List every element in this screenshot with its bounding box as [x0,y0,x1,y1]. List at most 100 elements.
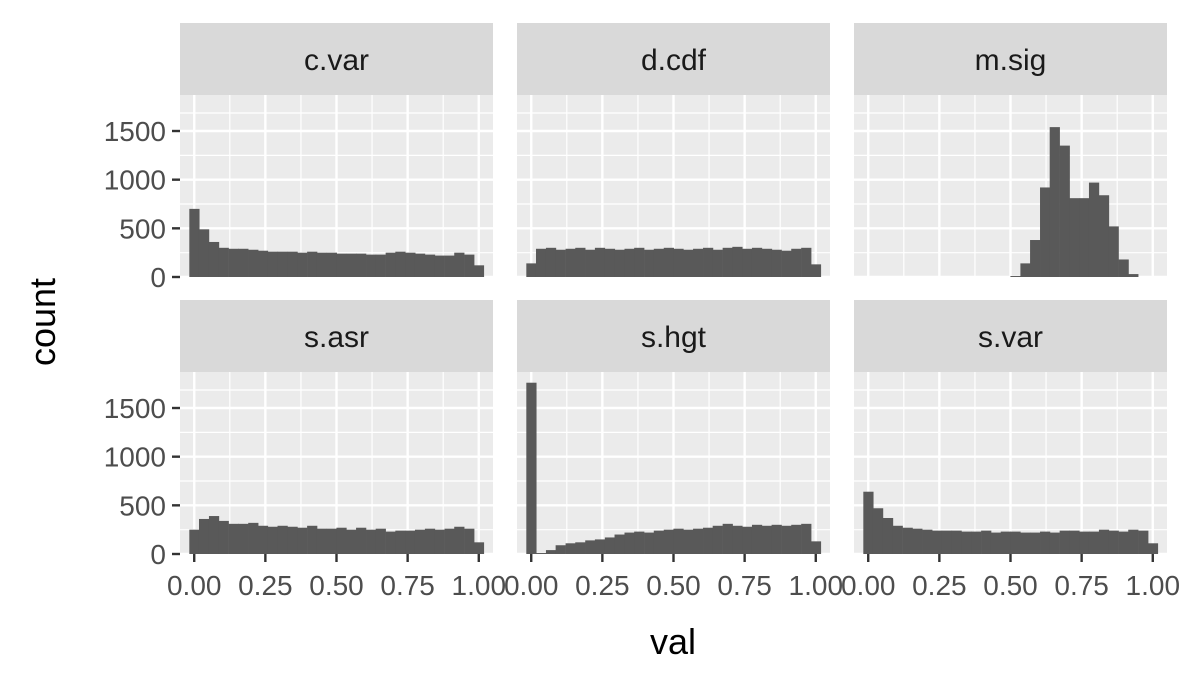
histogram-bar [238,523,249,554]
histogram-bar [1030,240,1041,277]
histogram-bar [1128,529,1139,554]
histogram-bar [585,249,596,277]
histogram-bar [663,529,674,554]
x-tick-label: 0.50 [309,570,364,601]
histogram-bar [267,251,279,277]
histogram-bar [585,540,596,554]
histogram-bar [434,529,445,554]
histogram-bar [277,251,288,277]
histogram-bar [1098,195,1110,277]
histogram-bar [712,249,723,277]
histogram-bar [1020,532,1031,554]
histogram-bar [228,523,239,554]
histogram-bar [722,523,733,554]
y-tick-label: 500 [119,490,166,521]
x-axis-title: val [650,621,696,662]
histogram-bar [594,247,606,277]
histogram-bar [604,537,616,554]
histogram-bar [1128,274,1139,277]
histogram-bar [912,528,923,554]
histogram-bar [526,263,537,277]
histogram-bar [575,542,586,554]
y-tick-label: 1000 [104,442,166,473]
facet-strip [517,300,830,372]
facet-strip [180,23,493,95]
histogram-bar [742,526,753,554]
histogram-bar [444,528,455,554]
histogram-bar [414,529,426,554]
histogram-bar [1108,226,1119,277]
x-tick-label: 1.00 [789,570,844,601]
histogram-bar [189,208,200,277]
histogram-bar [791,524,802,554]
facet-title: s.asr [304,321,369,354]
x-tick-label: 0.25 [575,570,630,601]
y-tick-label: 1000 [104,165,166,196]
histogram-bar [287,251,298,277]
facet-title: s.hgt [641,321,707,354]
histogram-bar [356,527,367,554]
histogram-bar [198,229,210,277]
histogram-bar [624,532,635,554]
histogram-bar [526,382,537,554]
histogram-bar [801,523,812,554]
histogram-bar [722,247,733,277]
histogram-bar [693,248,704,277]
histogram-bar [971,531,982,554]
histogram-bar [771,524,782,554]
histogram-bar [248,249,259,277]
facet-title: s.var [978,321,1043,354]
histogram-bar [683,249,694,277]
histogram-bar [228,248,239,277]
x-tick-label: 0.75 [380,570,435,601]
histogram-bar [981,530,992,554]
histogram-bar [555,545,566,554]
facet-strip [517,23,830,95]
histogram-bar [346,529,357,554]
y-tick-label: 0 [150,539,166,570]
histogram-bar [673,528,684,554]
histogram-bar [653,530,665,554]
facet-m-sig: m.sig [854,23,1167,279]
histogram-bar [395,530,406,554]
histogram-bar [545,550,557,554]
histogram-bar [663,247,674,277]
histogram-bar [198,518,210,554]
histogram-bar [555,249,566,277]
histogram-bar [751,524,763,554]
x-tick-label: 0.00 [841,570,896,601]
histogram-bar [634,247,645,277]
x-tick-label: 0.25 [238,570,293,601]
histogram-bar [732,246,743,277]
histogram-bar [575,247,586,277]
histogram-bar [287,526,298,554]
facet-title: m.sig [975,44,1047,77]
histogram-bar [801,247,812,277]
histogram-bar [277,525,288,554]
histogram-bar [1000,531,1011,554]
y-tick-label: 1500 [104,393,166,424]
histogram-bar [1049,532,1060,554]
histogram-bar [405,252,416,277]
histogram-bar [336,527,347,554]
histogram-bar [1030,532,1041,554]
histogram-bar [761,248,773,277]
facet-s-hgt: s.hgt [517,300,830,556]
histogram-bar [892,525,903,554]
histogram-bar [703,527,714,554]
x-tick-label: 0.75 [717,570,772,601]
histogram-bar [810,541,822,554]
histogram-bar [1010,531,1021,554]
histogram-bar [316,252,328,277]
histogram-bar [1118,531,1129,554]
histogram-bar [863,491,874,554]
histogram-bar [434,255,445,277]
histogram-bar [951,530,962,554]
histogram-bar [385,252,396,277]
histogram-bar [1040,187,1051,277]
histogram-bar [604,248,616,277]
histogram-bar [1147,543,1159,554]
y-tick-label: 500 [119,213,166,244]
histogram-bar [267,526,279,554]
